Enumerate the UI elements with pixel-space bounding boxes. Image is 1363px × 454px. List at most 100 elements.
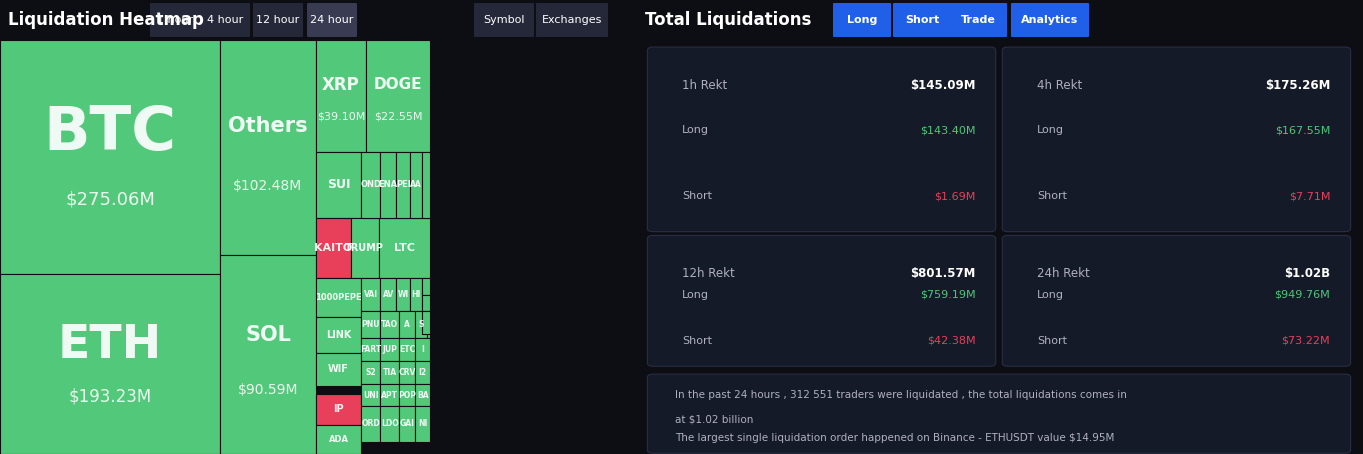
Text: I2: I2 [418,368,427,377]
Text: $193.23M: $193.23M [68,387,151,405]
Bar [421,278,429,295]
Bar [416,338,429,361]
Bar [361,278,380,311]
Text: $949.76M: $949.76M [1274,290,1330,300]
Text: 1h Rekt: 1h Rekt [683,79,728,92]
Text: BTC: BTC [44,104,177,163]
Bar [399,406,416,442]
Bar [379,218,429,278]
Text: WIF: WIF [328,364,349,374]
Text: Short: Short [683,336,713,345]
FancyBboxPatch shape [647,374,1351,453]
Bar [361,384,380,406]
FancyBboxPatch shape [893,3,951,37]
Text: $90.59M: $90.59M [237,384,298,397]
Text: Short: Short [905,15,939,25]
Text: 1 hour: 1 hour [157,15,194,25]
FancyBboxPatch shape [1011,3,1089,37]
Bar [416,406,429,442]
Text: Short: Short [1037,191,1067,201]
Bar [397,152,410,218]
Bar [421,311,429,334]
Text: $275.06M: $275.06M [65,190,155,208]
Text: AA: AA [410,180,421,189]
Text: PEI: PEI [395,180,410,189]
Text: CRV: CRV [398,368,416,377]
Bar [361,152,380,218]
Text: LINK: LINK [326,330,352,340]
Text: The largest single liquidation order happened on Binance - ETHUSDT value $14.95M: The largest single liquidation order hap… [675,433,1115,443]
Bar [361,338,380,361]
Text: HI: HI [412,290,421,299]
Bar [361,406,380,442]
Text: 4h Rekt: 4h Rekt [1037,79,1082,92]
Bar [0,274,221,454]
FancyBboxPatch shape [200,3,249,37]
FancyBboxPatch shape [1002,47,1351,232]
Bar [410,278,421,311]
Text: OND: OND [360,180,382,189]
FancyBboxPatch shape [254,3,303,37]
Text: $145.09M: $145.09M [910,79,976,92]
Bar [380,361,399,384]
Bar [399,361,416,384]
Bar [380,311,399,338]
Text: SOL: SOL [245,325,290,345]
Text: 12h Rekt: 12h Rekt [683,267,735,281]
Text: Symbol: Symbol [484,15,525,25]
Text: SUI: SUI [327,178,350,192]
Text: JUP: JUP [383,345,398,354]
Bar [0,40,221,274]
Bar [399,338,416,361]
Text: XRP: XRP [322,76,360,94]
Bar [380,338,399,361]
Bar [399,311,416,338]
Bar [380,406,399,442]
Text: Long: Long [846,15,878,25]
Text: Trade: Trade [961,15,995,25]
FancyBboxPatch shape [833,3,891,37]
Bar [380,384,399,406]
Text: Others: Others [228,116,308,136]
Text: BA: BA [417,390,428,400]
Bar [421,295,429,311]
Text: A: A [405,320,410,329]
Bar [221,255,316,454]
Text: Long: Long [683,125,709,135]
Text: $1.69M: $1.69M [934,191,976,201]
Bar [416,311,427,338]
Text: Long: Long [1037,290,1065,300]
Text: Exchanges: Exchanges [542,15,602,25]
Bar [350,218,379,278]
Text: $167.55M: $167.55M [1274,125,1330,135]
Bar [380,152,397,218]
Text: ETC: ETC [399,345,416,354]
Bar [316,317,361,353]
Bar [316,40,367,152]
Text: Long: Long [1037,125,1065,135]
Bar [316,353,361,386]
Text: 1000PEPE: 1000PEPE [315,293,361,302]
Text: $801.57M: $801.57M [910,267,976,281]
Text: 24 hour: 24 hour [311,15,353,25]
Text: Analytics: Analytics [1021,15,1078,25]
Text: Total Liquidations: Total Liquidations [645,11,811,29]
Text: LTC: LTC [394,243,414,253]
Text: 12 hour: 12 hour [256,15,300,25]
Text: $22.55M: $22.55M [373,111,423,121]
FancyBboxPatch shape [647,47,996,232]
Text: $42.38M: $42.38M [927,336,976,345]
Text: $143.40M: $143.40M [920,125,976,135]
Text: ENA: ENA [379,180,398,189]
Text: Short: Short [1037,336,1067,345]
Text: POP: POP [398,390,416,400]
Text: $39.10M: $39.10M [316,111,365,121]
Bar [416,384,429,406]
Text: 4 hour: 4 hour [207,15,243,25]
FancyBboxPatch shape [474,3,534,37]
Text: KAITO: KAITO [313,243,352,253]
Text: $73.22M: $73.22M [1281,336,1330,345]
FancyBboxPatch shape [647,236,996,366]
Text: I: I [421,345,424,354]
Bar [380,278,397,311]
